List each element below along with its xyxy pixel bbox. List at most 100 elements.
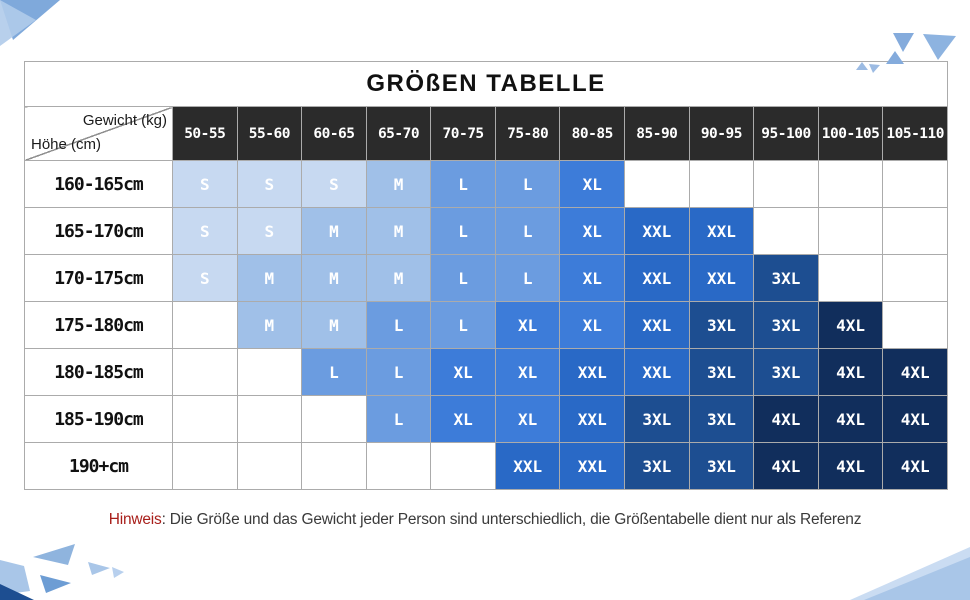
empty-cell — [817, 254, 884, 302]
weight-column-header: 75-80 — [494, 106, 561, 161]
triangle-icon — [88, 562, 110, 575]
decor-top-left — [0, 0, 60, 46]
size-cell: S — [236, 207, 303, 255]
size-cell: XL — [559, 301, 626, 349]
height-row-label: 185-190cm — [24, 395, 173, 443]
height-row-label: 170-175cm — [24, 254, 173, 302]
height-row-label: 160-165cm — [24, 160, 173, 208]
empty-cell — [172, 301, 238, 349]
size-cell: L — [494, 160, 561, 208]
size-cell: 4XL — [753, 395, 819, 443]
triangle-icon — [0, 0, 36, 46]
empty-cell — [301, 395, 367, 443]
table-row: 165-170cm S S M M L L XL XXL XXL — [24, 207, 948, 255]
weight-column-header: 65-70 — [365, 106, 432, 161]
shape-icon — [0, 560, 30, 595]
empty-cell — [882, 301, 948, 349]
weight-column-header: 80-85 — [559, 106, 626, 161]
weight-column-header: 60-65 — [301, 106, 367, 161]
footnote: Hinweis: Die Größe und das Gewicht jeder… — [0, 511, 970, 529]
size-cell: XL — [430, 395, 496, 443]
height-axis-label: Höhe (cm) — [31, 136, 102, 153]
empty-cell — [172, 348, 238, 396]
size-cell: 4XL — [817, 395, 884, 443]
footnote-label: Hinweis — [108, 511, 162, 528]
size-cell: 3XL — [624, 395, 690, 443]
empty-cell — [430, 442, 496, 490]
size-cell: M — [301, 254, 367, 302]
empty-cell — [753, 160, 819, 208]
triangle-icon — [0, 0, 60, 40]
triangle-icon — [112, 567, 124, 578]
size-cell: S — [172, 160, 238, 208]
page-title: GRÖßEN TABELLE — [24, 61, 948, 107]
size-cell: 3XL — [688, 301, 755, 349]
size-cell: L — [494, 254, 561, 302]
size-cell: M — [365, 207, 432, 255]
size-cell: M — [301, 301, 367, 349]
size-cell: L — [430, 207, 496, 255]
triangle-icon — [0, 584, 34, 600]
size-cell: XXL — [559, 348, 626, 396]
empty-cell — [236, 395, 303, 443]
size-cell: 3XL — [753, 348, 819, 396]
size-cell: XL — [559, 254, 626, 302]
triangle-icon — [893, 33, 914, 52]
triangle-icon — [33, 544, 75, 565]
size-cell: XL — [494, 301, 561, 349]
table-row: 190+cm XXL XXL 3XL 3XL 4XL 4XL 4XL — [24, 442, 948, 490]
size-cell: XXL — [494, 442, 561, 490]
empty-cell — [236, 442, 303, 490]
table-row: 160-165cm S S S M L L XL — [24, 160, 948, 208]
size-cell: XXL — [559, 442, 626, 490]
weight-column-header: 55-60 — [236, 106, 303, 161]
triangle-icon — [850, 547, 970, 600]
size-cell: XXL — [688, 254, 755, 302]
empty-cell — [817, 207, 884, 255]
triangle-icon — [40, 575, 71, 593]
size-cell: S — [172, 207, 238, 255]
triangle-icon — [864, 557, 970, 600]
size-cell: S — [172, 254, 238, 302]
size-cell: L — [430, 254, 496, 302]
size-cell: M — [365, 160, 432, 208]
size-chart-table: GRÖßEN TABELLE Gewicht (kg) Höhe (cm) 50… — [24, 61, 948, 490]
size-cell: L — [494, 207, 561, 255]
size-cell: L — [365, 348, 432, 396]
height-row-label: 190+cm — [24, 442, 173, 490]
size-cell: M — [301, 207, 367, 255]
size-cell: XL — [430, 348, 496, 396]
size-cell: 4XL — [882, 395, 948, 443]
weight-column-header: 90-95 — [688, 106, 755, 161]
table-row: 180-185cm L L XL XL XXL XXL 3XL 3XL 4XL 4XL — [24, 348, 948, 396]
size-cell: M — [236, 254, 303, 302]
size-cell: XXL — [624, 301, 690, 349]
empty-cell — [301, 442, 367, 490]
size-cell: M — [236, 301, 303, 349]
height-row-label: 180-185cm — [24, 348, 173, 396]
empty-cell — [624, 160, 690, 208]
size-cell: XXL — [559, 395, 626, 443]
size-cell: XL — [559, 207, 626, 255]
size-cell: 3XL — [688, 442, 755, 490]
size-cell: S — [236, 160, 303, 208]
size-cell: XL — [559, 160, 626, 208]
size-cell: 4XL — [817, 348, 884, 396]
size-cell: XXL — [624, 207, 690, 255]
empty-cell — [882, 160, 948, 208]
size-cell: 3XL — [688, 395, 755, 443]
weight-column-header: 85-90 — [624, 106, 690, 161]
size-cell: S — [301, 160, 367, 208]
empty-cell — [365, 442, 432, 490]
size-cell: XL — [494, 348, 561, 396]
footnote-text: : Die Größe und das Gewicht jeder Person… — [161, 511, 862, 528]
weight-column-header: 50-55 — [172, 106, 238, 161]
triangle-icon — [923, 34, 956, 60]
empty-cell — [817, 160, 884, 208]
table-row: 170-175cm S M M M L L XL XXL XXL 3XL — [24, 254, 948, 302]
weight-column-header: 70-75 — [430, 106, 496, 161]
size-cell: XXL — [624, 348, 690, 396]
decor-bottom-left — [0, 544, 124, 600]
size-cell: L — [301, 348, 367, 396]
weight-header-row-tr: Gewicht (kg) Höhe (cm) 50-55 55-60 60-65 65… — [24, 106, 948, 161]
